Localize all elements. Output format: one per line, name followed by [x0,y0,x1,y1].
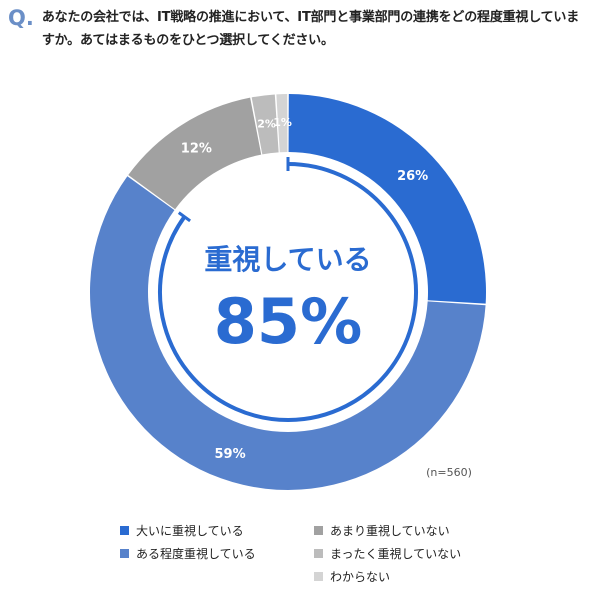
legend-label: 大いに重視している [136,523,244,538]
donut-slice [288,94,487,304]
center-label: 重視している [204,243,371,276]
legend-item: まったく重視していない [314,545,514,561]
legend-item: あまり重視していない [314,522,514,538]
slice-label: 12% [181,142,212,157]
sample-size-note: (n=560) [426,466,472,479]
donut-chart: 26% 59% 12% 2%1% 重視している 85% (n=560) [89,94,487,491]
slice-label: 1% [273,116,292,129]
legend-label: まったく重視していない [330,546,462,561]
donut-slice [276,94,288,153]
legend-swatch [314,548,323,558]
slice-label: 2% [257,117,276,130]
slice-label: 59% [215,447,246,462]
question-text: あなたの会社では、IT戦略の推進において、IT部門と事業部門の連携をどの程度重視… [41,10,580,48]
donut-slice [128,97,262,210]
legend-swatch [120,525,129,535]
legend-item: ある程度重視している [120,545,314,561]
legend-item: 大いに重視している [120,522,314,538]
legend-swatch [314,525,323,535]
slice-label: 26% [397,169,428,184]
center-value: 85% [214,285,362,358]
legend-item [120,568,314,584]
emphasis-arc [158,162,418,422]
donut-slice [89,176,486,491]
chart-legend: 大いに重視している あまり重視していないある程度重視している まったく重視していない… [120,522,540,584]
legend-label: あまり重視していない [330,523,450,538]
legend-label: わからない [330,569,391,584]
emphasis-arc-end-tick [177,211,191,223]
donut-slices [89,94,487,491]
legend-swatch [314,571,323,581]
question-header: Q. あなたの会社では、IT戦略の推進において、IT部門と事業部門の連携をどの程… [8,6,582,52]
legend-item: わからない [314,568,514,584]
donut-slice [251,94,279,155]
legend-label: ある程度重視している [136,546,256,561]
slice-labels: 26% 59% 12% 2%1% [181,116,428,462]
legend-swatch [120,548,129,558]
question-mark: Q. [8,6,34,30]
